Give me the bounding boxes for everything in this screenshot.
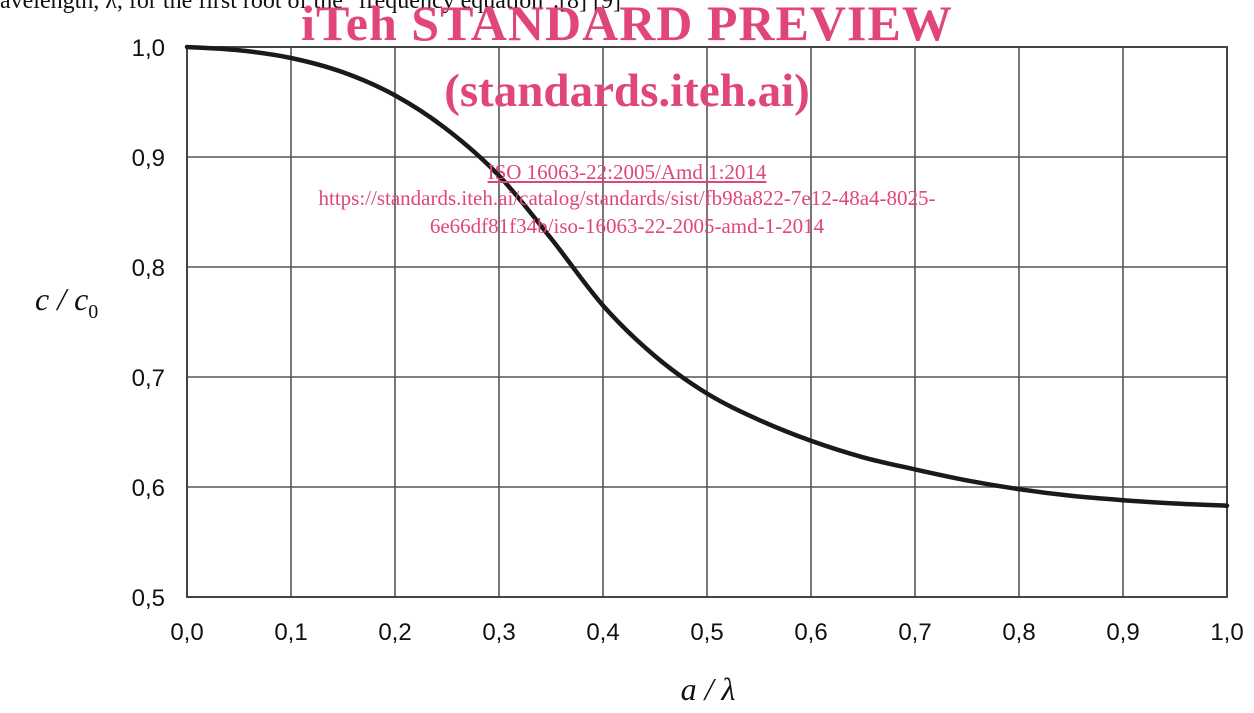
series-line <box>184 44 1230 508</box>
y-axis-label: c / c0 <box>35 281 98 323</box>
watermark-code-link[interactable]: ISO 16063-22:2005/Amd 1:2014 <box>487 160 767 184</box>
x-tick-label: 0,5 <box>690 619 723 646</box>
x-tick-label: 0,3 <box>482 619 515 646</box>
y-axis-label-subscript: 0 <box>88 301 98 323</box>
grid-lines <box>186 46 1228 598</box>
y-tick-label: 0,8 <box>132 255 165 282</box>
watermark-title: iTeh STANDARD PREVIEW <box>301 0 953 51</box>
x-tick-label: 0,4 <box>586 619 619 646</box>
watermark-url-line-2[interactable]: 6e66df81f34b/iso-16063-22-2005-amd-1-201… <box>429 214 825 238</box>
x-tick-label: 0,1 <box>274 619 307 646</box>
x-tick-label: 0,0 <box>170 619 203 646</box>
x-tick-labels: 0,0 0,1 0,2 0,3 0,4 0,5 0,6 0,7 0,8 0,9 1,0 <box>170 619 1243 646</box>
y-tick-label: 0,9 <box>132 145 165 172</box>
intro-text: avelength, λ, for the first root of the … <box>0 0 622 14</box>
plot-frame <box>186 46 1228 598</box>
x-tick-label: 0,2 <box>378 619 411 646</box>
x-axis-label: a / λ <box>681 671 736 707</box>
x-tick-label: 0,7 <box>898 619 931 646</box>
y-axis-label-main: c / c <box>35 281 88 317</box>
x-tick-label: 1,0 <box>1210 619 1243 646</box>
y-tick-label: 0,5 <box>132 585 165 612</box>
x-tick-label: 0,9 <box>1106 619 1139 646</box>
x-tick-label: 0,8 <box>1002 619 1035 646</box>
y-tick-label: 1,0 <box>132 35 165 62</box>
y-tick-label: 0,7 <box>132 365 165 392</box>
y-tick-label: 0,6 <box>132 475 165 502</box>
y-tick-labels: 0,5 0,6 0,7 0,8 0,9 1,0 <box>132 35 165 612</box>
watermark-url-line-1[interactable]: https://standards.iteh.ai/catalog/standa… <box>318 186 936 210</box>
watermark-subtitle: (standards.iteh.ai) <box>444 65 810 117</box>
x-tick-label: 0,6 <box>794 619 827 646</box>
